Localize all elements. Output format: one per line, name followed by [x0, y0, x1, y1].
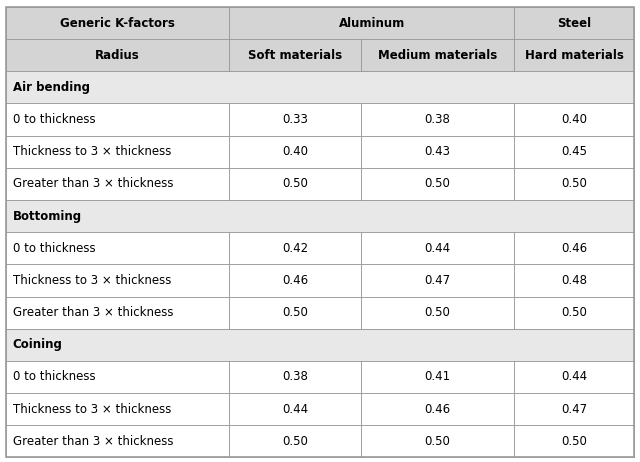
Bar — [6, 425, 229, 457]
Text: 0.47: 0.47 — [561, 402, 587, 416]
Text: Soft materials: Soft materials — [248, 49, 342, 62]
Bar — [6, 136, 229, 168]
Bar — [515, 7, 634, 39]
Bar — [6, 328, 634, 361]
Text: Steel: Steel — [557, 17, 591, 30]
Bar — [229, 136, 361, 168]
Text: Bottoming: Bottoming — [13, 210, 82, 223]
Bar — [361, 425, 515, 457]
Bar — [229, 103, 361, 136]
Text: 0.45: 0.45 — [561, 145, 587, 158]
Bar — [6, 71, 634, 103]
Text: 0.46: 0.46 — [282, 274, 308, 287]
Bar — [229, 39, 361, 71]
Bar — [6, 232, 229, 264]
Text: 0.33: 0.33 — [282, 113, 308, 126]
Text: 0.50: 0.50 — [282, 177, 308, 190]
Bar — [515, 232, 634, 264]
Bar — [515, 39, 634, 71]
Bar — [6, 168, 229, 200]
Text: 0 to thickness: 0 to thickness — [13, 113, 95, 126]
Text: 0.40: 0.40 — [561, 113, 587, 126]
Bar — [6, 264, 229, 297]
Bar — [515, 103, 634, 136]
Bar — [6, 361, 229, 393]
Text: 0.40: 0.40 — [282, 145, 308, 158]
Bar — [361, 103, 515, 136]
Text: 0.41: 0.41 — [424, 371, 451, 383]
Text: 0.44: 0.44 — [561, 371, 587, 383]
Bar — [6, 103, 229, 136]
Bar — [6, 200, 634, 232]
Bar — [229, 264, 361, 297]
Bar — [6, 297, 229, 328]
Text: Radius: Radius — [95, 49, 140, 62]
Text: 0.50: 0.50 — [425, 435, 451, 448]
Text: Aluminum: Aluminum — [339, 17, 405, 30]
Bar — [229, 361, 361, 393]
Text: Thickness to 3 × thickness: Thickness to 3 × thickness — [13, 274, 171, 287]
Text: 0.42: 0.42 — [282, 242, 308, 255]
Text: 0.38: 0.38 — [425, 113, 451, 126]
Bar — [515, 136, 634, 168]
Text: Greater than 3 × thickness: Greater than 3 × thickness — [13, 435, 173, 448]
Text: Generic K-factors: Generic K-factors — [60, 17, 175, 30]
Text: 0.46: 0.46 — [561, 242, 587, 255]
Text: Greater than 3 × thickness: Greater than 3 × thickness — [13, 177, 173, 190]
Text: Medium materials: Medium materials — [378, 49, 497, 62]
Text: 0.47: 0.47 — [424, 274, 451, 287]
Bar — [229, 168, 361, 200]
Text: 0.50: 0.50 — [282, 435, 308, 448]
Bar — [515, 361, 634, 393]
Bar — [515, 425, 634, 457]
Bar — [515, 393, 634, 425]
Text: 0.50: 0.50 — [561, 435, 587, 448]
Text: 0 to thickness: 0 to thickness — [13, 242, 95, 255]
Text: 0.50: 0.50 — [282, 306, 308, 319]
Text: 0.50: 0.50 — [425, 306, 451, 319]
Bar — [229, 425, 361, 457]
Text: Thickness to 3 × thickness: Thickness to 3 × thickness — [13, 145, 171, 158]
Bar — [361, 264, 515, 297]
Bar — [361, 393, 515, 425]
Bar — [229, 232, 361, 264]
Text: Hard materials: Hard materials — [525, 49, 623, 62]
Bar — [6, 39, 229, 71]
Text: 0.44: 0.44 — [424, 242, 451, 255]
Bar — [361, 361, 515, 393]
Text: 0.43: 0.43 — [424, 145, 451, 158]
Bar — [361, 232, 515, 264]
Bar — [229, 393, 361, 425]
Text: 0.50: 0.50 — [561, 306, 587, 319]
Text: 0.38: 0.38 — [282, 371, 308, 383]
Bar — [515, 297, 634, 328]
Text: 0 to thickness: 0 to thickness — [13, 371, 95, 383]
Text: 0.50: 0.50 — [561, 177, 587, 190]
Text: 0.50: 0.50 — [425, 177, 451, 190]
Text: 0.48: 0.48 — [561, 274, 587, 287]
Text: Thickness to 3 × thickness: Thickness to 3 × thickness — [13, 402, 171, 416]
Bar — [515, 264, 634, 297]
Bar — [361, 39, 515, 71]
Bar — [361, 136, 515, 168]
Bar — [361, 168, 515, 200]
Text: 0.44: 0.44 — [282, 402, 308, 416]
Bar — [515, 168, 634, 200]
Text: Air bending: Air bending — [13, 81, 90, 94]
Bar — [6, 7, 229, 39]
Bar — [229, 297, 361, 328]
Bar — [361, 297, 515, 328]
Text: Greater than 3 × thickness: Greater than 3 × thickness — [13, 306, 173, 319]
Text: Coining: Coining — [13, 338, 63, 351]
Bar — [6, 393, 229, 425]
Text: 0.46: 0.46 — [424, 402, 451, 416]
Bar — [229, 7, 515, 39]
